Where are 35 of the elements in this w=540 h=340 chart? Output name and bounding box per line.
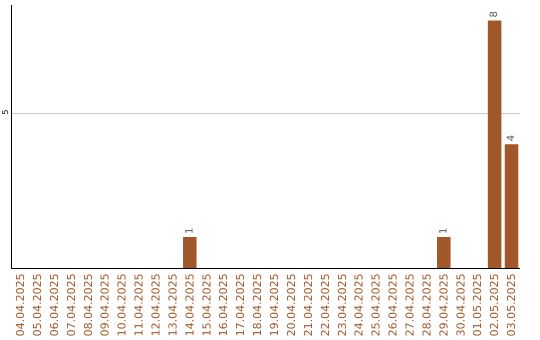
x-tick-label: 23.04.2025 (336, 273, 349, 336)
x-tick-label: 29.04.2025 (437, 273, 450, 336)
x-tick-label: 22.04.2025 (318, 273, 332, 336)
x-tick-label: 01.05.2025 (471, 273, 484, 336)
x-tick-label: 10.04.2025 (116, 273, 129, 336)
x-tick-label: 03.05.2025 (505, 273, 518, 336)
x-tick-label: 11.04.2025 (132, 273, 146, 336)
x-tick-label: 07.04.2025 (64, 273, 78, 336)
x-tick-label: 17.04.2025 (234, 273, 248, 336)
x-tick-label: 05.04.2025 (30, 273, 44, 336)
x-tick-label: 26.04.2025 (386, 273, 400, 336)
data-label: 1 (438, 228, 450, 234)
x-tick-label: 21.04.2025 (302, 273, 315, 336)
x-tick-label: 14.04.2025 (183, 273, 196, 336)
x-tick-label: 09.04.2025 (98, 273, 112, 336)
x-tick-label: 24.04.2025 (352, 273, 366, 336)
x-tick-label: 12.04.2025 (150, 273, 163, 336)
x-tick-label: 06.04.2025 (48, 273, 61, 336)
x-tick-label: 08.04.2025 (82, 273, 95, 336)
x-tick-label: 15.04.2025 (200, 273, 214, 336)
x-tick-label: 20.04.2025 (284, 273, 298, 336)
data-label: 8 (489, 11, 500, 18)
data-label: 1 (184, 228, 196, 234)
x-tick-label: 18.04.2025 (251, 273, 264, 336)
x-tick-label: 30.04.2025 (454, 273, 468, 336)
x-tick-label: 04.04.2025 (14, 273, 28, 336)
x-tick-label: 13.04.2025 (166, 273, 180, 336)
x-tick-label: 28.04.2025 (420, 273, 434, 336)
y-tick-label: 5 (0, 110, 10, 115)
x-tick-label: 02.05.2025 (488, 273, 502, 336)
x-tick-label: 19.04.2025 (268, 273, 282, 336)
data-label: 4 (506, 134, 518, 142)
x-tick-label: 16.04.2025 (217, 273, 230, 336)
x-tick-label: 27.04.2025 (404, 273, 417, 336)
x-tick-label: 25.04.2025 (370, 273, 383, 336)
